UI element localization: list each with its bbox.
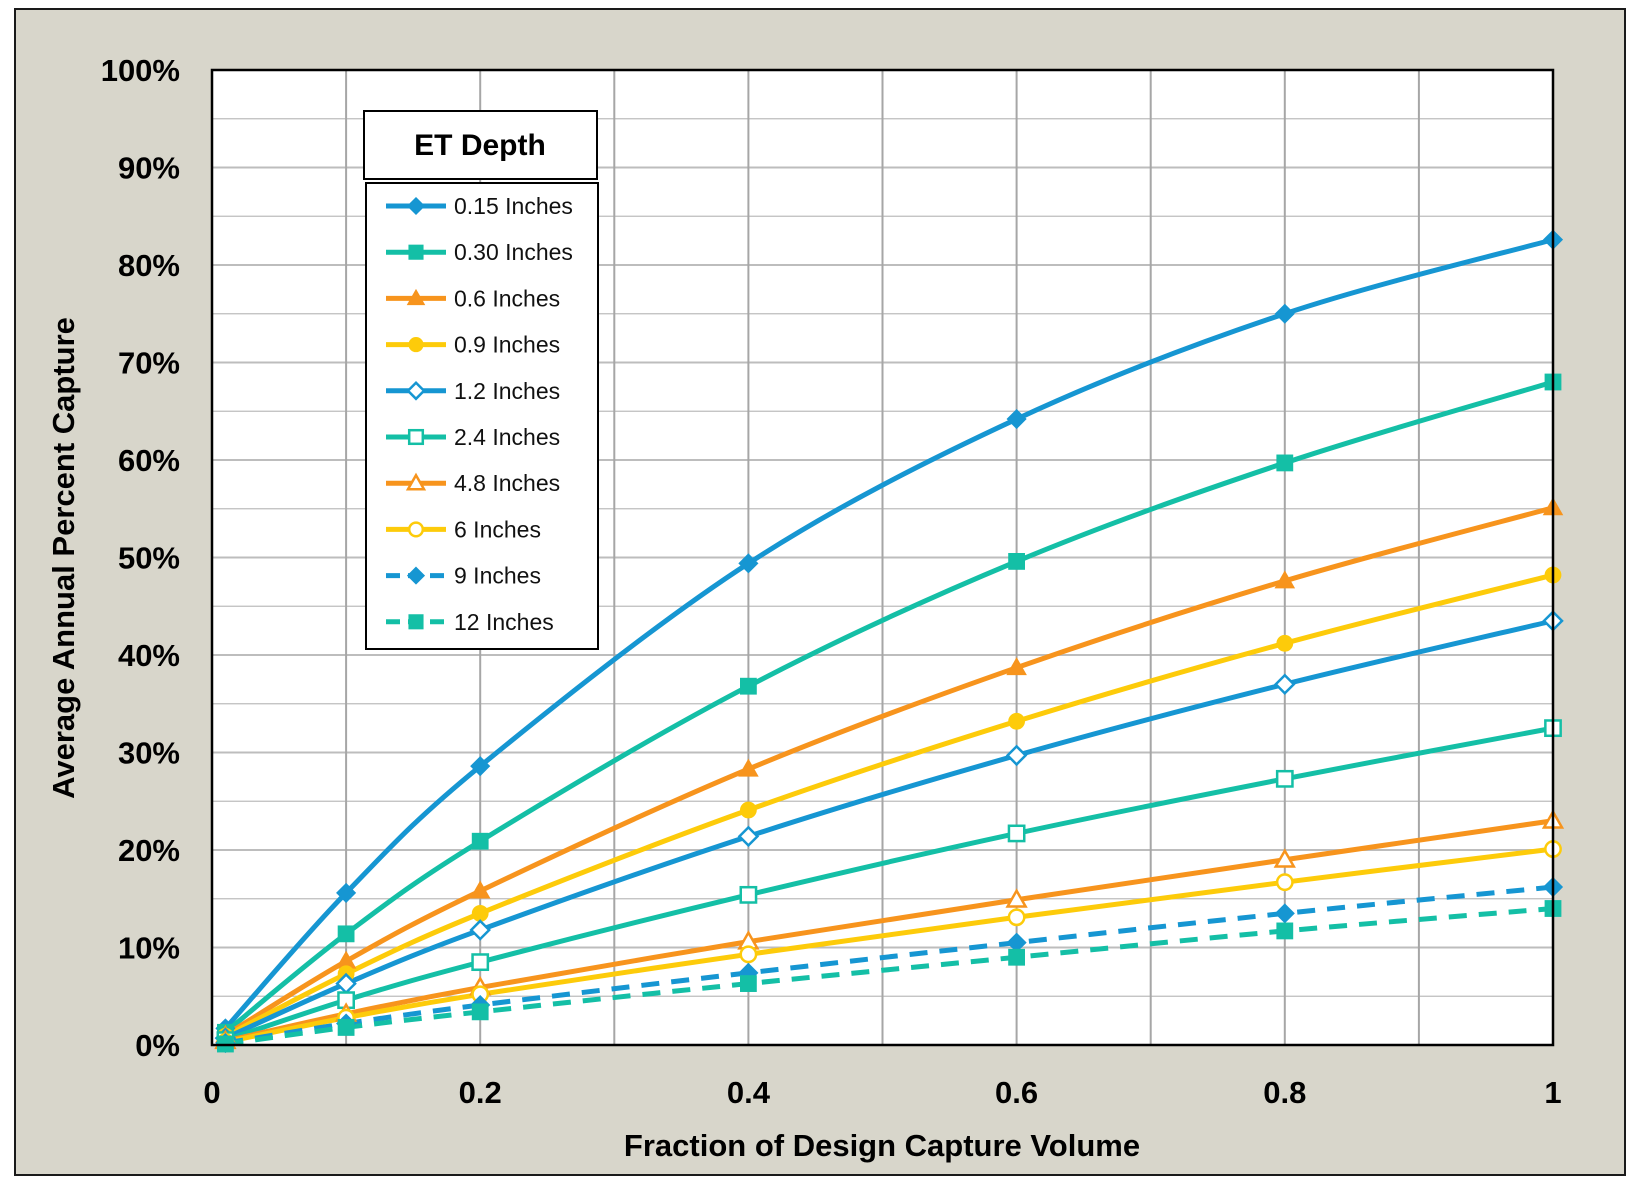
legend-label: 1.2 Inches xyxy=(454,378,560,404)
x-tick-label: 1 xyxy=(1544,1075,1561,1110)
x-axis-label: Fraction of Design Capture Volume xyxy=(624,1128,1140,1163)
data-point xyxy=(1276,454,1294,472)
legend-box xyxy=(365,182,599,650)
data-point xyxy=(1007,908,1026,927)
series-line xyxy=(222,505,1556,1038)
data-point xyxy=(740,677,757,695)
legend-marker xyxy=(407,428,425,446)
data-point xyxy=(740,801,757,819)
data-point xyxy=(337,925,355,943)
data-point xyxy=(1008,553,1026,570)
legend-entries: 0.15 Inches 0.30 Inches 0.6 Inches 0.9 Inch… xyxy=(386,193,573,635)
data-point xyxy=(471,904,489,922)
series-markers xyxy=(214,229,1565,1054)
legend-marker xyxy=(408,614,424,630)
data-point xyxy=(737,825,760,848)
legend-label: 0.15 Inches xyxy=(454,193,573,219)
data-point xyxy=(337,1019,355,1036)
legend-marker xyxy=(407,521,425,538)
data-point xyxy=(469,880,491,899)
y-axis-ticks: 0% 10% 20% 30% 40% 50% 60% 70% 80% 90% 100% xyxy=(101,53,180,1063)
legend-label: 6 Inches xyxy=(454,516,541,542)
legend-marker xyxy=(408,244,424,260)
legend-marker xyxy=(405,472,427,491)
data-point xyxy=(1276,634,1294,652)
legend-marker xyxy=(406,288,426,306)
y-tick-label: 10% xyxy=(118,931,180,966)
x-tick-label: 0 xyxy=(203,1075,220,1110)
data-point xyxy=(740,975,757,992)
data-point xyxy=(1274,570,1296,589)
legend-label: 9 Inches xyxy=(454,563,541,589)
data-point xyxy=(1276,922,1294,940)
y-tick-label: 0% xyxy=(135,1028,180,1063)
y-tick-label: 100% xyxy=(101,53,180,88)
legend-label: 0.30 Inches xyxy=(454,239,573,265)
x-tick-label: 0.8 xyxy=(1263,1075,1306,1110)
data-point xyxy=(1008,712,1025,730)
legend-marker xyxy=(406,566,426,585)
y-tick-label: 70% xyxy=(118,346,180,381)
data-point xyxy=(1007,824,1026,843)
plot-border xyxy=(210,68,1555,1047)
legend-label: 12 Inches xyxy=(454,609,554,635)
y-tick-label: 20% xyxy=(118,833,180,868)
x-tick-label: 0.2 xyxy=(459,1075,502,1110)
data-point xyxy=(471,1003,489,1021)
data-point xyxy=(470,756,491,777)
y-tick-label: 80% xyxy=(118,248,180,283)
y-tick-label: 30% xyxy=(118,736,180,771)
data-point xyxy=(1274,673,1296,696)
x-tick-label: 0.4 xyxy=(727,1075,771,1110)
x-tick-label: 0.6 xyxy=(995,1075,1038,1110)
series-line xyxy=(222,725,1556,1043)
legend-label: 0.6 Inches xyxy=(454,285,560,311)
legend-title: ET Depth xyxy=(414,129,546,162)
legend-label: 4.8 Inches xyxy=(454,470,560,496)
legend-title-box xyxy=(363,110,598,180)
y-axis-label: Average Annual Percent Capture xyxy=(46,317,81,799)
data-point xyxy=(471,832,489,850)
data-point xyxy=(1005,744,1028,767)
data-point xyxy=(1273,848,1296,868)
data-point xyxy=(1006,657,1027,676)
series-line xyxy=(222,818,1556,1044)
legend-label: 2.4 Inches xyxy=(454,424,560,450)
data-point xyxy=(1274,903,1295,924)
data-point xyxy=(471,953,490,972)
data-point xyxy=(1275,769,1294,788)
data-point xyxy=(469,919,491,941)
legend: ET Depth 0.15 Inches 0.30 Inches 0.6 Inche… xyxy=(363,110,599,650)
data-point xyxy=(738,553,759,574)
y-tick-label: 40% xyxy=(118,638,180,673)
legend-marker xyxy=(406,381,426,401)
y-tick-label: 90% xyxy=(118,151,180,186)
data-point xyxy=(1005,888,1028,908)
series-line xyxy=(222,572,1556,1039)
data-point xyxy=(739,945,758,964)
y-tick-label: 60% xyxy=(118,443,180,478)
data-point xyxy=(1006,408,1027,430)
data-point xyxy=(738,758,759,777)
legend-label: 0.9 Inches xyxy=(454,332,560,358)
data-point xyxy=(1275,873,1294,892)
legend-marker xyxy=(406,196,426,216)
data-point xyxy=(336,882,357,903)
y-tick-label: 50% xyxy=(118,541,180,576)
legend-marker xyxy=(408,337,424,353)
data-point xyxy=(739,885,758,904)
x-axis-ticks: 0 0.2 0.4 0.6 0.8 1 xyxy=(203,1075,1561,1110)
data-point xyxy=(1274,303,1295,324)
series-line xyxy=(222,846,1556,1045)
data-point xyxy=(1008,948,1026,966)
